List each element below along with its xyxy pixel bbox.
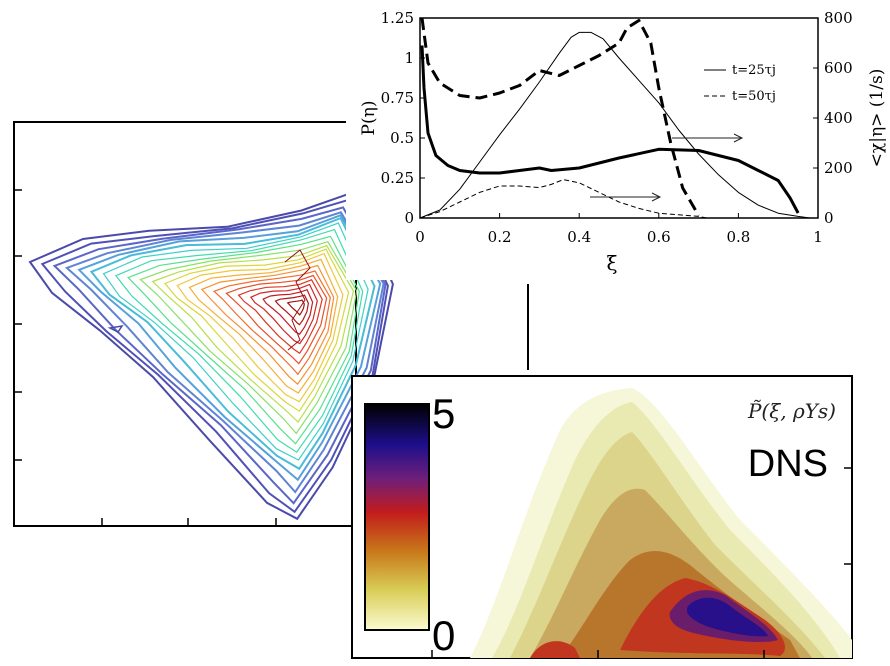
contour-ring	[114, 228, 364, 454]
contour-ring	[237, 279, 323, 355]
line-chart-background	[346, 0, 890, 280]
arrow-head-upper	[733, 133, 744, 143]
contour-ring	[52, 206, 387, 505]
series-line-4	[420, 17, 700, 217]
y-axis-label-left: P(η)	[359, 101, 379, 136]
y-tick-label-right: 800	[824, 9, 853, 27]
contour-ring	[102, 222, 369, 461]
line-chart-panel: 0 0.2 0.4 0.6 0.8 100.250.50.7511.25020040060…	[346, 0, 890, 280]
y-tick-label-left: 0	[404, 209, 414, 227]
y-tick-label-right: 600	[824, 59, 853, 77]
dns-ticks	[431, 467, 852, 658]
x-tick-label: 0.2	[488, 228, 512, 246]
contour-plot-panel	[13, 121, 394, 527]
y-axis-label-right: <χ|η> (1/s)	[867, 69, 887, 168]
contour-core	[284, 249, 311, 351]
legend-label-2: t=50τj	[732, 89, 776, 104]
dns-heatmap-title: P̃(ξ, ρYs)	[747, 399, 836, 423]
contour-ring	[262, 288, 314, 335]
y-tick-label-left: 0.25	[381, 169, 414, 187]
contour-ring	[139, 240, 358, 435]
legend: t=25τj t=50τj	[704, 63, 776, 104]
x-tick-label: 1	[813, 228, 823, 246]
dns-heatmap-fill	[470, 388, 852, 658]
y-tick-label-left: 0.5	[390, 129, 414, 147]
series-line-1	[419, 31, 811, 219]
contour-island	[107, 324, 124, 333]
dns-level-8	[686, 597, 768, 637]
contour-ring	[188, 258, 339, 394]
y-tick-label-right: 400	[824, 109, 853, 127]
arrow-annotations	[590, 133, 744, 202]
dns-level-secondary	[530, 641, 580, 658]
dns-annotation: DNS	[748, 443, 828, 485]
colorbar	[364, 403, 430, 631]
contour-ring	[176, 252, 344, 403]
line-chart-series	[419, 17, 811, 219]
colorbar-max-label: 5	[432, 390, 455, 437]
x-axis-label: ξ	[606, 251, 617, 275]
contour-ring	[64, 211, 385, 494]
contour-ring	[200, 264, 335, 385]
contour-ring	[151, 244, 355, 423]
contour-ring	[89, 216, 376, 471]
contour-ring	[249, 283, 318, 345]
x-tick-label: 0.8	[726, 228, 750, 246]
y-tick-label-right: 0	[824, 209, 834, 227]
contour-plot-ticks	[14, 189, 277, 526]
contour-ring	[212, 270, 331, 376]
contour-ring	[225, 274, 328, 365]
y-tick-label-left: 0.75	[381, 89, 414, 107]
arrow-head-lower	[651, 192, 662, 202]
colorbar-min-label: 0	[432, 612, 455, 659]
y-tick-label-left: 1	[404, 49, 414, 67]
contour-ring	[127, 235, 360, 445]
line-chart-ticks: 0 0.2 0.4 0.6 0.8 100.250.50.7511.25020040060…	[381, 9, 853, 246]
contour-ring	[286, 299, 305, 316]
legend-label-1: t=25τj	[732, 63, 776, 78]
contour-ring	[77, 213, 382, 482]
contour-ring	[164, 248, 350, 412]
y-tick-label-left: 1.25	[381, 9, 414, 27]
x-tick-label: 0	[415, 228, 425, 246]
series-line-2	[419, 179, 707, 219]
dns-heatmap-panel: P̃(ξ, ρYs) DNS 5 0	[351, 375, 853, 659]
series-line-3	[420, 45, 800, 214]
contour-ring	[274, 294, 310, 326]
x-tick-label: 0.4	[567, 228, 591, 246]
x-tick-label: 0.6	[647, 228, 671, 246]
y-tick-label-right: 200	[824, 159, 853, 177]
